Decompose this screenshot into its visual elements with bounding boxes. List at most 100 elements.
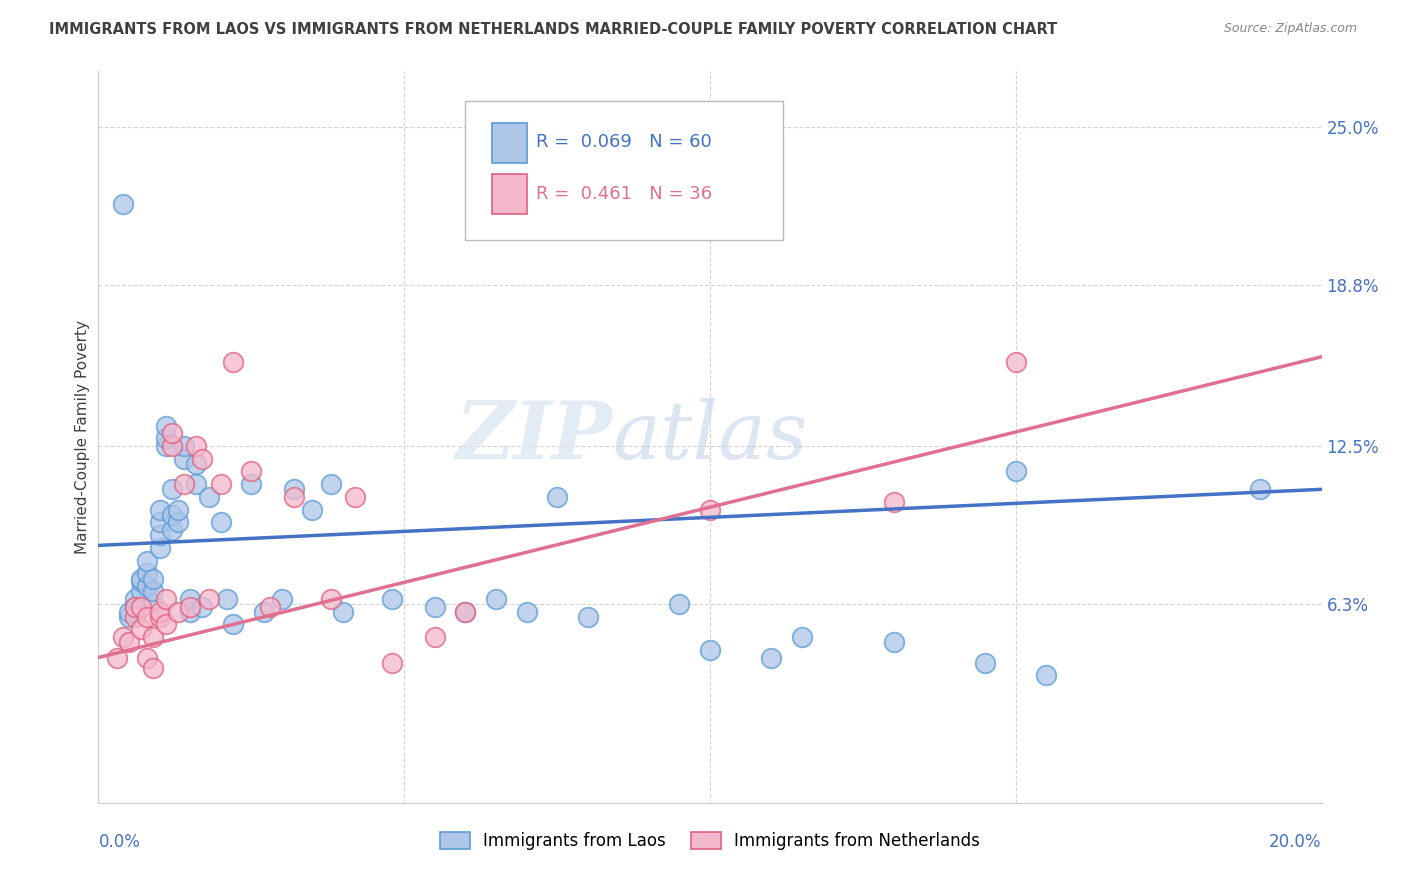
Point (142, 630, 165, 644)
Point (155, 591, 177, 606)
Point (155, 418, 177, 433)
Point (883, 635, 905, 649)
Point (160, 439, 183, 453)
Point (124, 599, 146, 614)
Point (136, 554, 159, 568)
Point (454, 605, 477, 619)
Point (118, 609, 141, 624)
Point (136, 579, 159, 593)
Point (240, 465, 263, 479)
Point (149, 605, 172, 619)
Point (124, 591, 146, 606)
Point (149, 516, 172, 530)
Point (167, 605, 190, 619)
Point (149, 528, 172, 542)
Point (149, 609, 172, 624)
Point (1249, 483, 1271, 497)
Point (136, 566, 159, 581)
Point (1004, 355, 1026, 369)
Point (197, 591, 219, 606)
Point (252, 605, 274, 619)
Point (129, 572, 152, 586)
Point (149, 541, 172, 555)
Point (222, 355, 245, 369)
Point (129, 623, 152, 637)
Point (209, 516, 232, 530)
Point (118, 605, 141, 619)
Point (319, 591, 342, 606)
Text: IMMIGRANTS FROM LAOS VS IMMIGRANTS FROM NETHERLANDS MARRIED-COUPLE FAMILY POVERT: IMMIGRANTS FROM LAOS VS IMMIGRANTS FROM … (49, 22, 1057, 37)
Point (155, 617, 177, 632)
Point (283, 483, 305, 497)
Point (160, 508, 183, 522)
Text: R =  0.069   N = 60: R = 0.069 N = 60 (536, 133, 711, 152)
Legend: Immigrants from Laos, Immigrants from Netherlands: Immigrants from Laos, Immigrants from Ne… (433, 825, 987, 856)
Text: 0.0%: 0.0% (98, 833, 141, 851)
FancyBboxPatch shape (465, 101, 783, 240)
Point (454, 605, 477, 619)
Point (129, 599, 152, 614)
Point (136, 650, 159, 665)
Point (111, 197, 134, 211)
Point (173, 439, 195, 453)
Point (118, 635, 141, 649)
Point (173, 477, 195, 491)
Text: atlas: atlas (612, 399, 807, 475)
Text: Source: ZipAtlas.com: Source: ZipAtlas.com (1223, 22, 1357, 36)
Point (155, 439, 177, 453)
Point (974, 656, 997, 670)
Point (111, 630, 134, 644)
Bar (492, 122, 527, 163)
Point (173, 451, 195, 466)
Point (546, 490, 568, 504)
Point (142, 661, 165, 675)
Point (142, 597, 165, 611)
Point (186, 439, 208, 453)
Point (124, 599, 146, 614)
Point (191, 599, 214, 614)
Point (167, 516, 190, 530)
Point (699, 502, 721, 516)
Point (319, 477, 342, 491)
Point (1035, 668, 1057, 682)
Point (270, 591, 292, 606)
Point (124, 609, 146, 624)
Point (1004, 465, 1026, 479)
Point (485, 591, 508, 606)
Point (149, 502, 172, 516)
Point (344, 490, 367, 504)
Point (105, 650, 128, 665)
Point (136, 609, 159, 624)
Point (699, 643, 721, 657)
Point (381, 591, 404, 606)
Point (186, 457, 208, 471)
Text: 20.0%: 20.0% (1270, 833, 1322, 851)
Text: R =  0.461   N = 36: R = 0.461 N = 36 (536, 185, 713, 202)
Point (423, 630, 446, 644)
Bar (492, 174, 527, 214)
Point (215, 591, 238, 606)
Point (179, 605, 201, 619)
Y-axis label: Married-Couple Family Poverty: Married-Couple Family Poverty (75, 320, 90, 554)
Point (301, 502, 323, 516)
Point (129, 584, 152, 599)
Point (160, 523, 183, 537)
Point (209, 477, 232, 491)
Point (516, 605, 538, 619)
Point (259, 599, 281, 614)
Point (790, 630, 813, 644)
Point (222, 617, 245, 632)
Point (160, 483, 183, 497)
Point (883, 495, 905, 509)
Point (332, 605, 354, 619)
Point (759, 650, 782, 665)
Point (160, 426, 183, 441)
Point (668, 597, 690, 611)
Point (197, 490, 219, 504)
Point (155, 431, 177, 445)
Point (167, 502, 190, 516)
Point (186, 477, 208, 491)
Point (283, 490, 305, 504)
Point (576, 609, 599, 624)
Text: ZIP: ZIP (456, 399, 612, 475)
